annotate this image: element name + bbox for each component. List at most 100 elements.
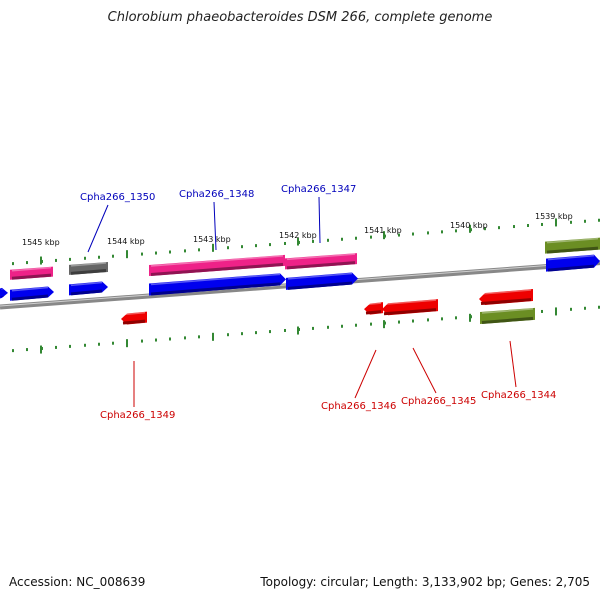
olive-feature-2-shade [481,316,534,324]
blue-feature-4[interactable] [286,272,358,290]
minor-tick [527,224,529,228]
red-feature-4-shade [480,298,532,306]
minor-tick [184,249,186,253]
gene-label-reverse[interactable]: Cpha266_1345 [401,396,476,407]
map-title: Chlorobium phaeobacteroides DSM 266, com… [107,10,493,25]
blue-feature-2-shade [70,289,103,296]
topology-text: Topology: circular; Length: 3,133,902 bp… [260,575,590,589]
blue-feature-1[interactable] [10,286,54,301]
minor-tick [312,239,314,243]
gene-label-reverse[interactable]: Cpha266_1344 [481,390,556,401]
minor-tick [98,255,100,259]
olive-feature-1[interactable] [545,237,600,254]
grey-feature[interactable] [69,262,108,275]
pink-feature-3-shade [286,261,356,270]
minor-tick [541,222,543,226]
minor-tick [269,243,271,247]
red-feature-1-shade [122,319,146,325]
major-tick [126,250,128,259]
pink-feature-1-shade [11,273,52,280]
minor-tick [455,316,457,320]
blue-feature-1-highlight [11,286,49,292]
callout-line [412,347,437,394]
blue-feature-3-highlight [150,273,281,286]
major-tick [555,307,557,316]
major-tick [40,256,42,265]
red-feature-3-shade [383,308,437,316]
minor-tick [269,330,271,334]
minor-tick [541,309,543,313]
minor-tick [570,307,572,311]
minor-tick [12,349,14,353]
minor-tick [398,233,400,237]
minor-tick [26,261,28,265]
minor-tick [441,230,443,234]
gene-label-reverse[interactable]: Cpha266_1346 [321,401,396,412]
olive-feature-1-highlight [546,237,599,244]
minor-tick [455,229,457,233]
minor-tick [227,333,229,337]
minor-tick [584,219,586,223]
olive-feature-2[interactable] [480,307,535,324]
callout-line [509,340,517,388]
accession-text: Accession: NC_008639 [9,575,146,589]
minor-tick [141,339,143,343]
major-tick [297,237,299,246]
grey-feature-shade [70,269,107,275]
minor-tick [484,227,486,231]
red-feature-2[interactable] [364,302,383,315]
minor-tick [341,237,343,241]
minor-tick [441,317,443,321]
gene-label-forward[interactable]: Cpha266_1350 [80,192,155,203]
minor-tick [26,348,28,352]
red-feature-2-highlight [365,302,382,306]
blue-feature-2-highlight [70,281,103,287]
minor-tick [69,257,71,261]
kbp-label: 1541 kbp [364,226,402,235]
blue-feature-0[interactable] [0,287,8,299]
gene-callouts: Cpha266_1350 Cpha266_1348 Cpha266_1347 Cpha… [80,184,556,421]
minor-tick [427,231,429,235]
minor-tick [412,319,414,323]
minor-tick [412,232,414,236]
gene-label-forward[interactable]: Cpha266_1347 [281,184,356,195]
blue-feature-3[interactable] [149,273,286,296]
pink-feature-1[interactable] [10,266,53,280]
minor-tick [284,241,286,245]
gene-label-reverse[interactable]: Cpha266_1349 [100,410,175,421]
major-tick [383,320,385,329]
gene-features[interactable] [0,237,600,325]
minor-tick [241,245,243,249]
minor-tick [355,236,357,240]
red-feature-1[interactable] [121,311,147,325]
callout-line [354,349,377,399]
minor-tick [327,325,329,329]
blue-feature-0-body[interactable] [0,287,8,299]
blue-feature-4-shade [287,281,353,290]
minor-tick [598,305,600,309]
red-feature-4[interactable] [479,289,533,306]
kbp-label: 1543 kbp [193,235,231,244]
minor-tick [155,251,157,255]
blue-feature-5[interactable] [546,254,600,272]
pink-feature-3[interactable] [285,253,357,270]
pink-feature-2[interactable] [149,254,285,276]
scale-ticks-upper [12,218,600,266]
minor-tick [55,345,57,349]
red-feature-3[interactable] [382,299,438,316]
minor-tick [341,324,343,328]
major-tick [297,326,299,335]
minor-tick [69,344,71,348]
major-tick [126,339,128,348]
minor-tick [570,220,572,224]
blue-feature-2[interactable] [69,281,108,296]
minor-tick [84,256,86,260]
minor-tick [12,262,14,266]
major-tick [469,224,471,233]
minor-tick [198,335,200,339]
minor-tick [169,337,171,341]
gene-label-forward[interactable]: Cpha266_1348 [179,189,254,200]
olive-feature-2-highlight [481,308,534,314]
blue-feature-4-highlight [287,272,353,280]
